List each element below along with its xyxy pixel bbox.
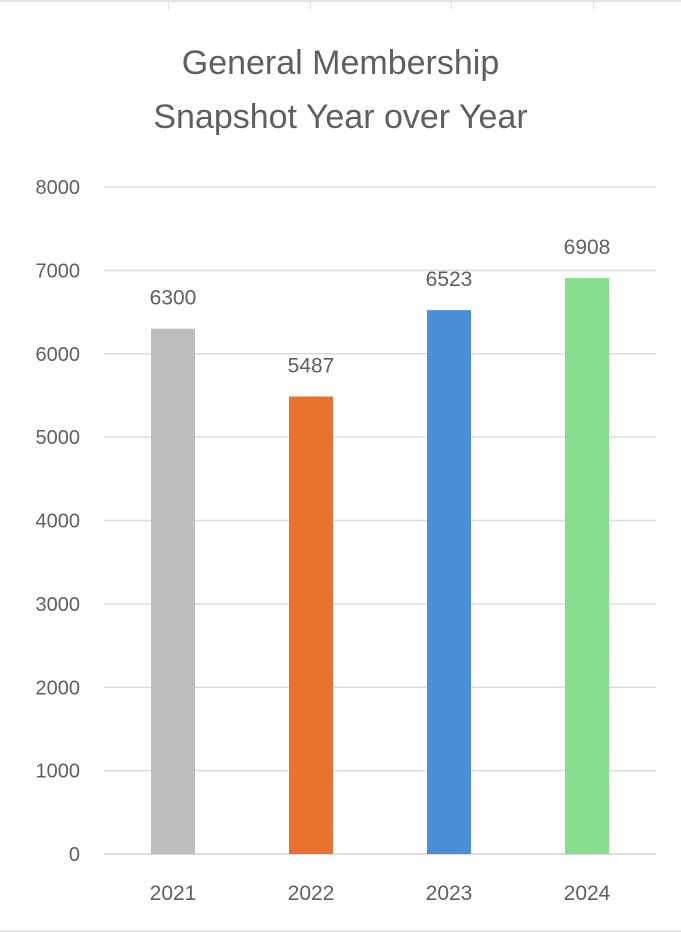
y-tick-label: 3000 — [36, 594, 81, 616]
data-label: 6523 — [426, 268, 473, 291]
data-label: 6908 — [564, 236, 611, 259]
chart-title-line-1: General Membership — [181, 44, 500, 82]
y-tick-label: 7000 — [36, 260, 81, 282]
data-label: 5487 — [288, 355, 335, 378]
y-tick-label: 6000 — [36, 344, 81, 366]
chart-title-line-2: Snapshot Year over Year — [153, 98, 528, 136]
y-tick-label: 4000 — [36, 511, 81, 533]
y-tick-label: 8000 — [36, 177, 81, 199]
x-tick-label: 2021 — [150, 882, 197, 905]
y-tick-label: 5000 — [36, 427, 81, 449]
frame-tick — [168, 2, 169, 10]
y-tick-label: 1000 — [36, 761, 81, 783]
frame-tick — [451, 2, 452, 10]
bar-2024 — [565, 278, 609, 854]
chart-title: General Membership Snapshot Year over Ye… — [0, 36, 681, 144]
data-label: 6300 — [150, 287, 197, 310]
bar-2022 — [289, 396, 333, 854]
bar-2023 — [427, 310, 471, 854]
x-tick-label: 2023 — [426, 882, 473, 905]
y-tick-label: 2000 — [36, 677, 81, 699]
x-tick-label: 2022 — [288, 882, 335, 905]
bar-2021 — [151, 328, 195, 854]
frame-tick — [593, 2, 594, 10]
frame-tick — [310, 2, 311, 10]
y-tick-label: 0 — [69, 844, 80, 866]
x-tick-label: 2024 — [564, 882, 611, 905]
